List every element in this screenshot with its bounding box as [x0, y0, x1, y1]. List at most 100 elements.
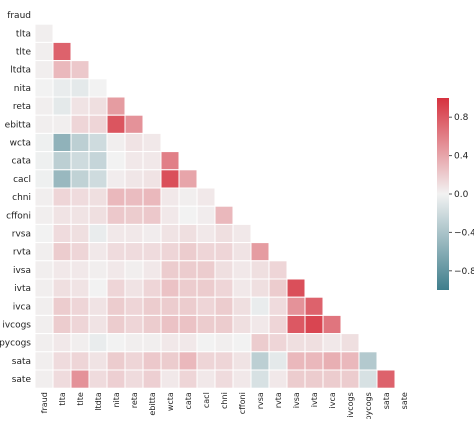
heatmap-cell-sate-cffoni — [232, 369, 252, 389]
heatmap-cell-ivcogs-ltdta — [88, 314, 108, 335]
heatmap-cell-wcta-reta — [124, 132, 144, 153]
heatmap-cell-cacl-reta — [124, 169, 144, 189]
heatmap-cell-ebitta-reta — [124, 114, 144, 134]
heatmap-cell-ivcogs-fraud — [34, 314, 54, 335]
heatmap-cell-ivca-tlte — [70, 296, 90, 316]
heatmap-cell-rvsa-ebitta — [142, 223, 162, 244]
row-label-reta: reta — [13, 102, 31, 112]
heatmap-cell-ivcogs-nita — [106, 314, 126, 335]
heatmap-cell-cata-tlte — [70, 151, 90, 171]
heatmap-cell-cffoni-cacl — [196, 205, 216, 225]
heatmap-cell-cacl-nita — [106, 169, 126, 189]
heatmap-cell-ebitta-tlte — [70, 114, 90, 134]
heatmap-cell-ivcogs-tlte — [70, 314, 90, 335]
heatmap-cell-reta-nita — [106, 96, 126, 116]
row-label-nita: nita — [14, 84, 31, 94]
heatmap-cell-ivta-fraud — [34, 278, 54, 298]
heatmap-cell-ivcogs-ebitta — [142, 314, 162, 335]
heatmap-cell-ivta-rvta — [268, 278, 288, 298]
heatmap-cell-rvsa-ltdta — [88, 223, 108, 244]
column-label-ivsa: ivsa — [292, 392, 301, 408]
heatmap-cell-cacl-tlta — [52, 169, 72, 189]
heatmap-cell-sata-fraud — [34, 351, 54, 371]
column-label-sate: sate — [400, 392, 409, 409]
heatmap-cell-sata-tlta — [52, 351, 72, 371]
heatmap-cell-wcta-ebitta — [142, 132, 162, 153]
row-label-rvsa: rvsa — [12, 230, 31, 240]
column-label-tlte: tlte — [76, 392, 85, 405]
column-label-chni: chni — [220, 392, 229, 409]
heatmap-cell-ivca-reta — [124, 296, 144, 316]
heatmap-cell-sate-wcta — [160, 369, 180, 389]
heatmap-cell-pycogs-chni — [214, 333, 234, 353]
row-label-cata: cata — [11, 157, 31, 167]
heatmap-cell-rvta-fraud — [34, 242, 54, 262]
heatmap-cell-ivsa-cffoni — [232, 260, 252, 280]
heatmap-cell-ebitta-ltdta — [88, 114, 108, 134]
column-label-cacl: cacl — [202, 392, 211, 408]
heatmap-cell-rvta-tlta — [52, 242, 72, 262]
heatmap-cell-sate-chni — [214, 369, 234, 389]
heatmap-cell-ivca-cata — [178, 296, 198, 316]
heatmap-cell-cacl-cata — [178, 169, 198, 189]
heatmap-cell-ivcogs-ivsa — [286, 314, 306, 335]
colorbar-gradient — [437, 98, 449, 290]
heatmap-cell-sate-nita — [106, 369, 126, 389]
heatmap-cell-reta-ltdta — [88, 96, 108, 116]
heatmap-cell-ivca-wcta — [160, 296, 180, 316]
heatmap-cell-ivta-cacl — [196, 278, 216, 298]
heatmap-cell-ivta-cffoni — [232, 278, 252, 298]
row-label-cffoni: cffoni — [6, 211, 31, 221]
heatmap-cell-sata-cata — [178, 351, 198, 371]
heatmap-cell-chni-fraud — [34, 187, 54, 207]
heatmap-cell-rvta-nita — [106, 242, 126, 262]
heatmap-cell-cffoni-ltdta — [88, 205, 108, 225]
heatmap-cell-pycogs-rvta — [268, 333, 288, 353]
heatmap-cell-rvsa-tlta — [52, 223, 72, 244]
heatmap-cell-ivcogs-cffoni — [232, 314, 252, 335]
heatmap-cell-cata-reta — [124, 151, 144, 171]
column-label-ivca: ivca — [328, 392, 337, 408]
heatmap-cell-ivsa-rvta — [268, 260, 288, 280]
heatmap-cell-wcta-ltdta — [88, 132, 108, 153]
column-label-ivta: ivta — [310, 392, 319, 407]
heatmap-cell-wcta-nita — [106, 132, 126, 153]
heatmap-cell-chni-wcta — [160, 187, 180, 207]
heatmap-cell-ivcogs-tlta — [52, 314, 72, 335]
column-label-ltdta: ltdta — [94, 392, 103, 411]
heatmap-cell-rvsa-reta — [124, 223, 144, 244]
column-label-rvta: rvta — [274, 392, 283, 408]
heatmap-cell-sate-tlte — [70, 369, 90, 389]
heatmap-cell-ivsa-ebitta — [142, 260, 162, 280]
colorbar-ticks: 0.8 0.4 0.0 −0.4 −0.8 — [449, 113, 474, 277]
heatmap-cell-ivcogs-chni — [214, 314, 234, 335]
heatmap-cell-cacl-wcta — [160, 169, 180, 189]
heatmap-cell-sata-pycogs — [358, 351, 378, 371]
column-label-cata: cata — [184, 392, 193, 409]
heatmap-cell-ivsa-tlte — [70, 260, 90, 280]
heatmap-cell-ivca-ivsa — [286, 296, 306, 316]
heatmap-cell-rvsa-chni — [214, 223, 234, 244]
heatmap-cell-pycogs-tlta — [52, 333, 72, 353]
column-label-fraud: fraud — [40, 392, 49, 413]
heatmap-cell-cata-ltdta — [88, 151, 108, 171]
heatmap-cell-pycogs-rvsa — [250, 333, 270, 353]
heatmap-cell-cacl-ebitta — [142, 169, 162, 189]
heatmap-cell-sate-sata — [376, 369, 396, 389]
heatmap-cell-pycogs-nita — [106, 333, 126, 353]
colorbar-tick-label: 0.4 — [454, 152, 469, 162]
column-label-ivcogs: ivcogs — [346, 392, 355, 418]
column-label-cffoni: cffoni — [238, 392, 247, 414]
heatmap-cell-sata-reta — [124, 351, 144, 371]
heatmap-cell-ivsa-cacl — [196, 260, 216, 280]
heatmap-cell-rvta-wcta — [160, 242, 180, 262]
column-label-reta: reta — [130, 392, 139, 408]
heatmap-cell-cffoni-tlte — [70, 205, 90, 225]
heatmap-cell-wcta-tlta — [52, 132, 72, 153]
heatmap-cell-ivsa-tlta — [52, 260, 72, 280]
heatmap-cell-rvta-cata — [178, 242, 198, 262]
heatmap-cell-ivca-ebitta — [142, 296, 162, 316]
heatmap-cell-wcta-tlte — [70, 132, 90, 153]
heatmap-cell-ivcogs-rvta — [268, 314, 288, 335]
heatmap-cell-cffoni-tlta — [52, 205, 72, 225]
